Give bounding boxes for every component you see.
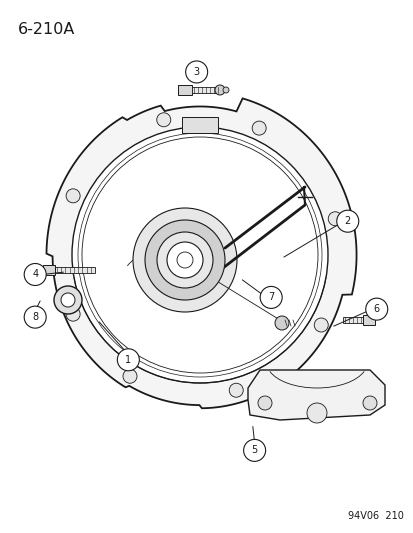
Text: 4: 4 — [32, 270, 38, 279]
Circle shape — [306, 403, 326, 423]
Text: 6: 6 — [373, 304, 379, 314]
Circle shape — [157, 113, 170, 127]
Circle shape — [66, 189, 80, 203]
Circle shape — [123, 369, 137, 383]
Text: 7: 7 — [267, 293, 274, 302]
Circle shape — [117, 349, 139, 371]
Circle shape — [24, 263, 46, 286]
Circle shape — [259, 286, 282, 309]
Circle shape — [365, 298, 387, 320]
Text: 8: 8 — [32, 312, 38, 322]
Circle shape — [229, 383, 243, 397]
Circle shape — [336, 210, 358, 232]
Circle shape — [66, 307, 80, 321]
Bar — [192, 87, 219, 93]
Polygon shape — [247, 370, 384, 420]
Circle shape — [185, 61, 207, 83]
FancyBboxPatch shape — [182, 117, 218, 133]
Text: 1: 1 — [125, 355, 131, 365]
Circle shape — [157, 232, 212, 288]
Circle shape — [72, 127, 327, 383]
Circle shape — [145, 220, 224, 300]
Text: 3: 3 — [193, 67, 199, 77]
Circle shape — [54, 286, 82, 314]
Circle shape — [328, 212, 342, 226]
Circle shape — [82, 137, 317, 373]
Text: 6-210A: 6-210A — [18, 22, 75, 37]
Circle shape — [252, 121, 266, 135]
Bar — [342, 317, 362, 323]
Circle shape — [243, 439, 265, 462]
Circle shape — [274, 316, 288, 330]
Circle shape — [166, 242, 202, 278]
Circle shape — [313, 318, 328, 332]
Text: 5: 5 — [251, 446, 257, 455]
Bar — [43, 265, 55, 275]
Circle shape — [223, 87, 228, 93]
Bar — [362, 315, 374, 325]
Text: 2: 2 — [344, 216, 350, 226]
Circle shape — [362, 396, 376, 410]
Circle shape — [214, 85, 224, 95]
Bar — [55, 267, 95, 273]
Bar — [178, 85, 192, 95]
Polygon shape — [46, 99, 356, 408]
Text: 94V06  210: 94V06 210 — [347, 511, 403, 521]
Circle shape — [24, 306, 46, 328]
Circle shape — [257, 396, 271, 410]
Circle shape — [133, 208, 236, 312]
Circle shape — [61, 293, 75, 307]
Circle shape — [177, 252, 192, 268]
